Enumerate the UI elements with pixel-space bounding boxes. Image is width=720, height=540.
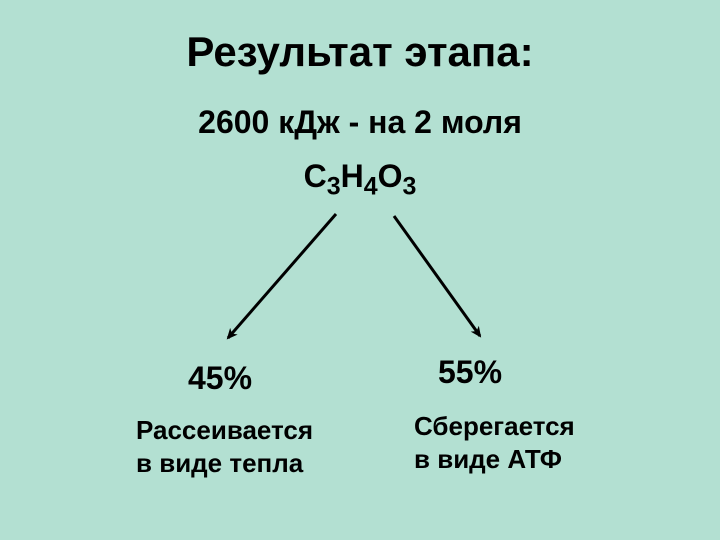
left-desc-line2: в виде тепла xyxy=(136,448,303,478)
right-desc-line2: в виде АТФ xyxy=(414,444,562,474)
right-desc-line1: Сберегается xyxy=(414,411,575,441)
left-percent: 45% xyxy=(188,360,252,397)
right-description: Сберегается в виде АТФ xyxy=(414,410,575,475)
branch-arrows xyxy=(0,0,720,540)
right-percent: 55% xyxy=(438,354,502,391)
left-desc-line1: Рассеивается xyxy=(136,415,313,445)
arrow-right xyxy=(394,216,480,336)
left-description: Рассеивается в виде тепла xyxy=(136,414,313,479)
arrow-left xyxy=(228,214,336,338)
